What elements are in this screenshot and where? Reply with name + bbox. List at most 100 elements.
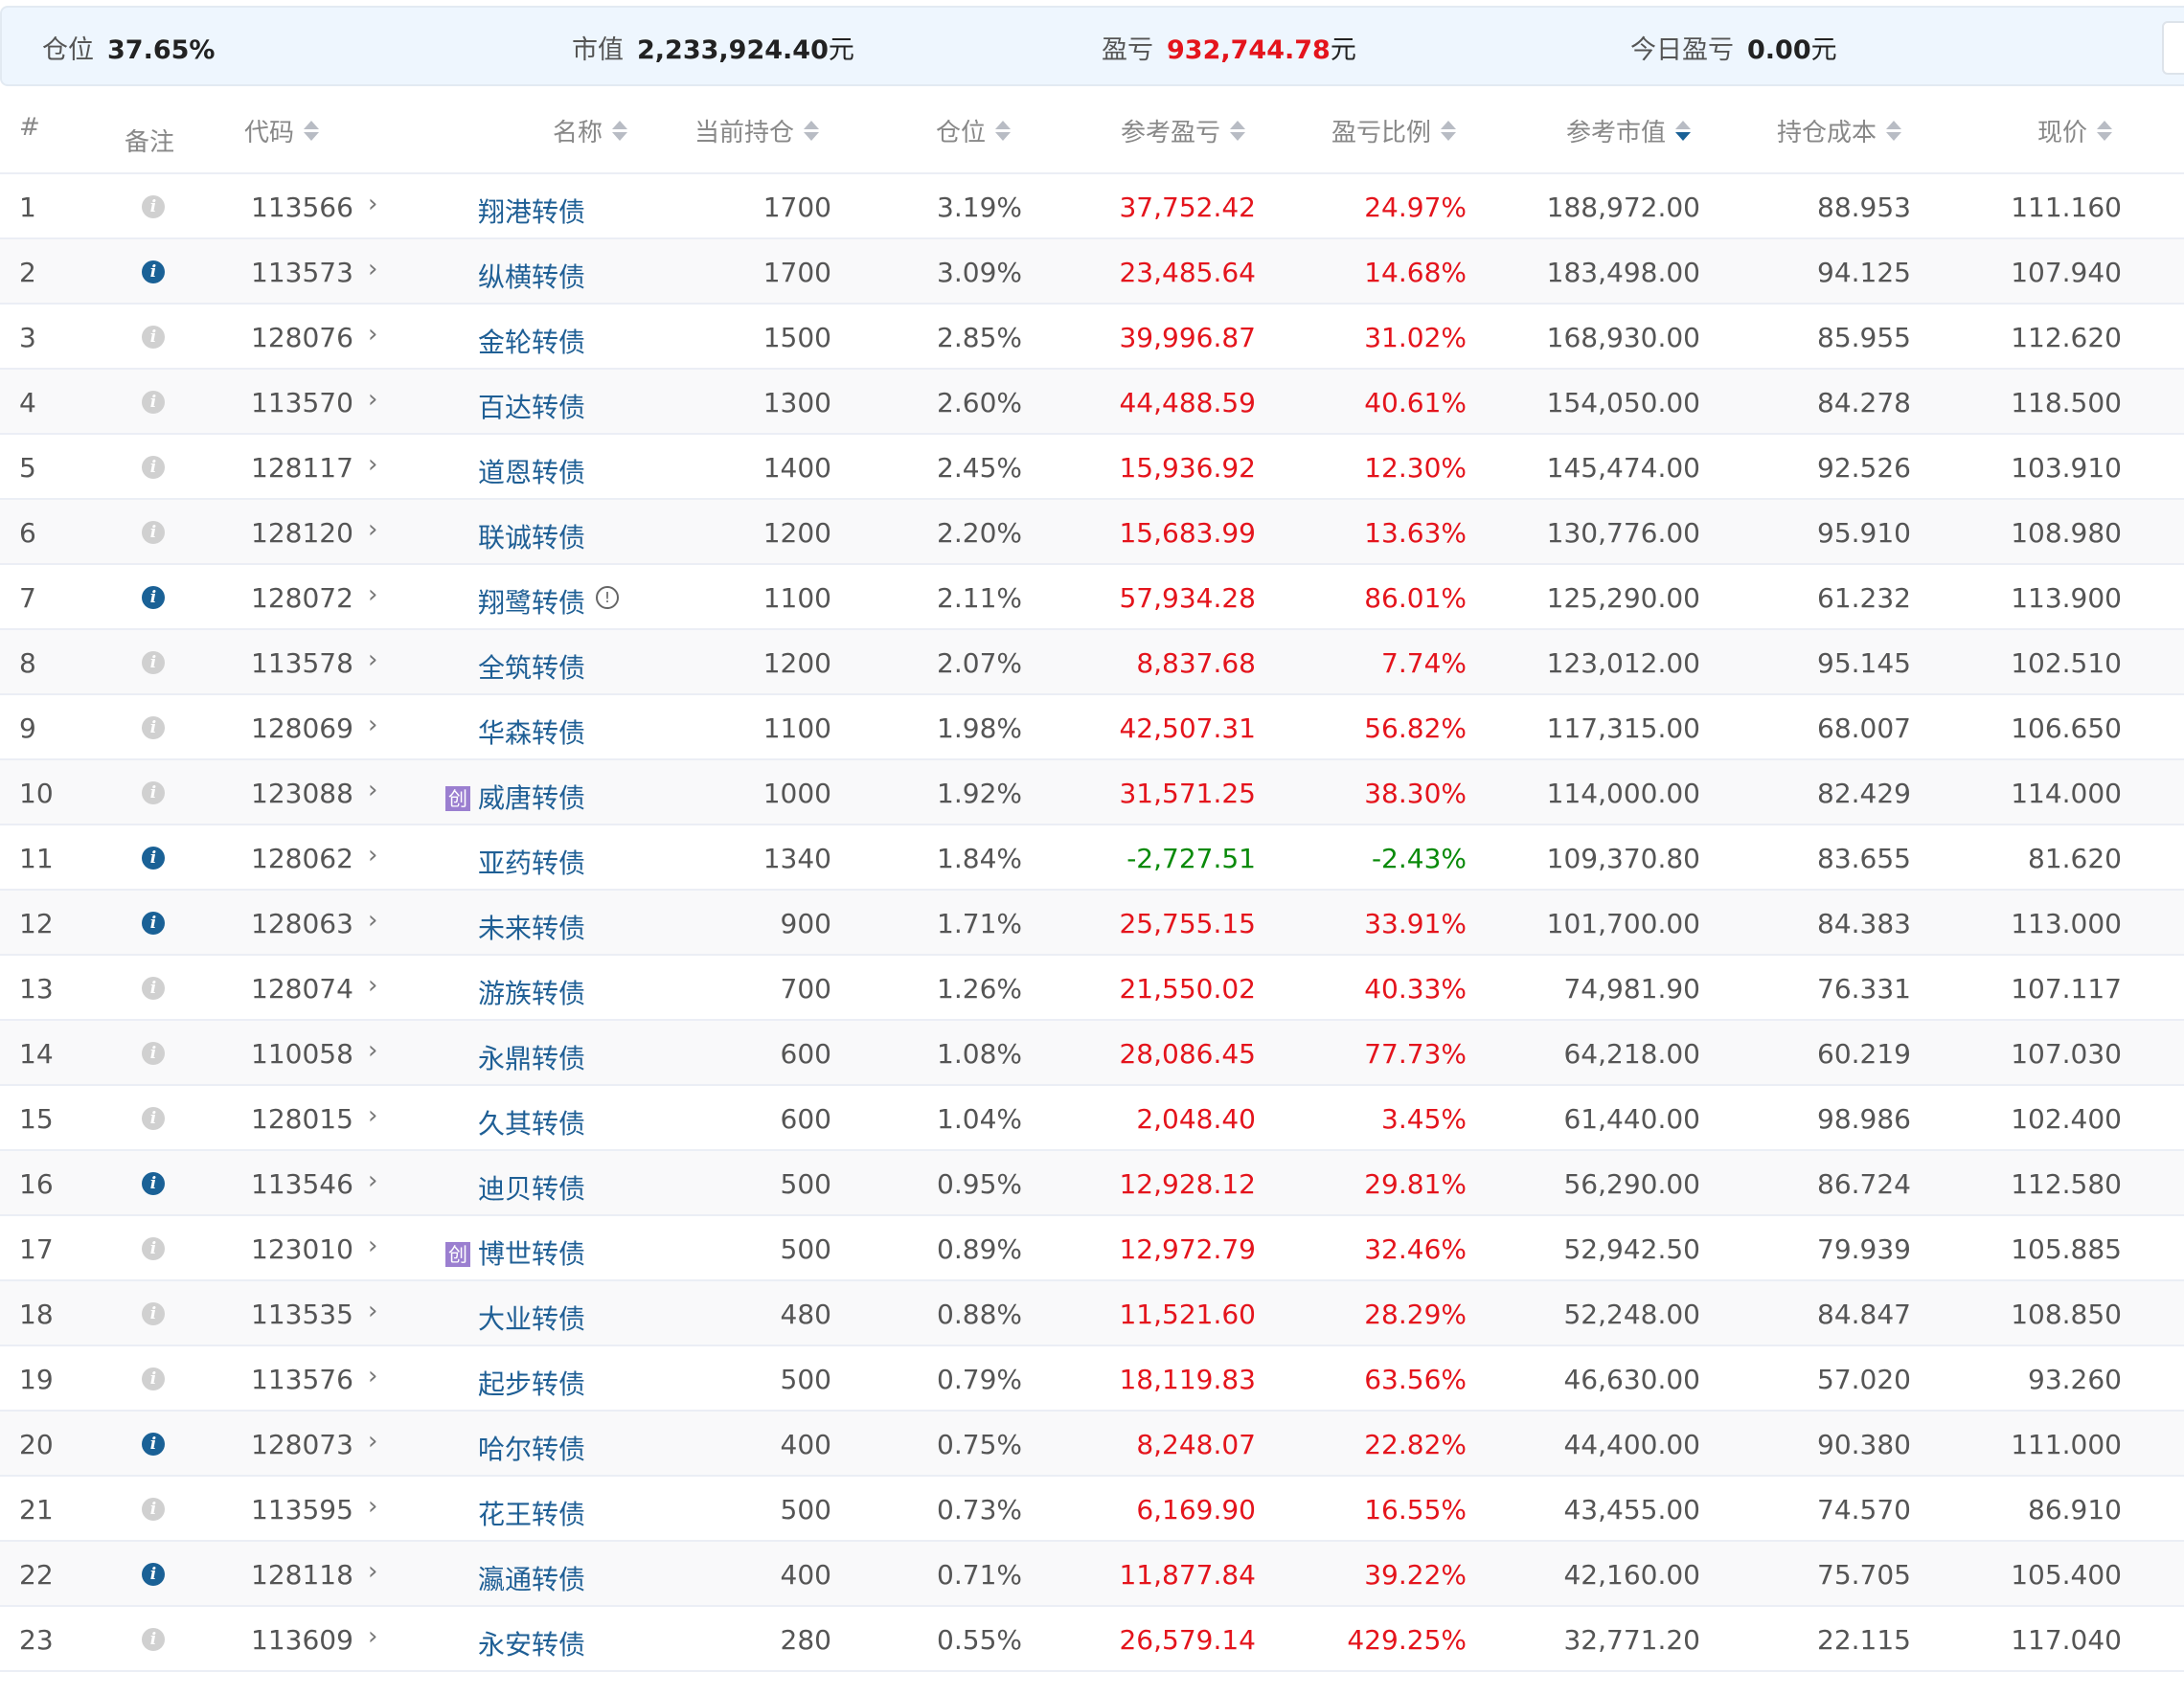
bond-name-link[interactable]: 道恩转债 bbox=[477, 457, 585, 488]
sort-icon[interactable] bbox=[304, 121, 320, 141]
table-row[interactable]: 23 i 113609 › 永安转债 280 0.55% 26,579.14 429.25% 32… bbox=[0, 1607, 2184, 1672]
table-row[interactable]: 12 i 128063 › 未来转债 900 1.71% 25,755.15 33.91% 101… bbox=[0, 891, 2184, 956]
bond-name-link[interactable]: 起步转债 bbox=[477, 1368, 585, 1400]
table-row[interactable]: 22 i 128118 › 瀛通转债 400 0.71% 11,877.84 39.22% 42,… bbox=[0, 1542, 2184, 1607]
sort-icon[interactable] bbox=[2097, 121, 2112, 141]
note-info-icon[interactable]: i bbox=[142, 326, 165, 349]
bond-name-link[interactable]: 威唐转债 bbox=[477, 782, 585, 814]
chevron-right-icon[interactable]: › bbox=[368, 906, 378, 935]
bond-name-link[interactable]: 瀛通转债 bbox=[477, 1564, 585, 1595]
warning-icon[interactable]: ! bbox=[596, 586, 619, 609]
table-row[interactable]: 3 i 128076 › 金轮转债 1500 2.85% 39,996.87 31.02% 168… bbox=[0, 305, 2184, 370]
bond-name-link[interactable]: 博世转债 bbox=[477, 1238, 585, 1270]
bond-name-link[interactable]: 永安转债 bbox=[477, 1629, 585, 1661]
column-header[interactable]: 盈亏比例 bbox=[1331, 113, 1456, 148]
bond-name-link[interactable]: 百达转债 bbox=[477, 392, 585, 423]
table-row[interactable]: 14 i 110058 › 永鼎转债 600 1.08% 28,086.45 77.73% 64,… bbox=[0, 1021, 2184, 1086]
note-info-icon[interactable]: i bbox=[142, 912, 165, 935]
table-row[interactable]: 17 i 123010 › 创博世转债 500 0.89% 12,972.79 32.46% 52… bbox=[0, 1216, 2184, 1281]
note-info-icon[interactable]: i bbox=[142, 1498, 165, 1521]
table-row[interactable]: 19 i 113576 › 起步转债 500 0.79% 18,119.83 63.56% 46,… bbox=[0, 1346, 2184, 1412]
note-info-icon[interactable]: i bbox=[142, 260, 165, 283]
note-info-icon[interactable]: i bbox=[142, 1237, 165, 1260]
bond-name-link[interactable]: 纵横转债 bbox=[477, 261, 585, 293]
table-row[interactable]: 15 i 128015 › 久其转债 600 1.04% 2,048.40 3.45% 61,44… bbox=[0, 1086, 2184, 1151]
note-info-icon[interactable]: i bbox=[142, 1107, 165, 1130]
note-info-icon[interactable]: i bbox=[142, 456, 165, 479]
sort-icon[interactable] bbox=[995, 121, 1011, 141]
chevron-right-icon[interactable]: › bbox=[368, 1362, 378, 1390]
note-info-icon[interactable]: i bbox=[142, 847, 165, 870]
chevron-right-icon[interactable]: › bbox=[368, 645, 378, 674]
column-header[interactable]: 持仓成本 bbox=[1777, 113, 1901, 148]
bond-name-link[interactable]: 未来转债 bbox=[477, 913, 585, 944]
bond-name-link[interactable]: 翔港转债 bbox=[477, 196, 585, 228]
bond-name-link[interactable]: 迪贝转债 bbox=[477, 1173, 585, 1205]
note-info-icon[interactable]: i bbox=[142, 586, 165, 609]
table-row[interactable]: 4 i 113570 › 百达转债 1300 2.60% 44,488.59 40.61% 154… bbox=[0, 370, 2184, 435]
column-header[interactable]: 参考市值 bbox=[1566, 113, 1691, 148]
chevron-right-icon[interactable]: › bbox=[368, 971, 378, 1000]
table-row[interactable]: 8 i 113578 › 全筑转债 1200 2.07% 8,837.68 7.74% 123,0… bbox=[0, 630, 2184, 695]
note-info-icon[interactable]: i bbox=[142, 1433, 165, 1456]
note-info-icon[interactable]: i bbox=[142, 1042, 165, 1065]
sort-icon[interactable] bbox=[612, 121, 627, 141]
table-row[interactable]: 9 i 128069 › 华森转债 1100 1.98% 42,507.31 56.82% 117… bbox=[0, 695, 2184, 760]
note-info-icon[interactable]: i bbox=[142, 195, 165, 218]
sort-icon[interactable] bbox=[1441, 121, 1456, 141]
chevron-right-icon[interactable]: › bbox=[368, 385, 378, 414]
chevron-right-icon[interactable]: › bbox=[368, 1036, 378, 1065]
table-row[interactable]: 6 i 128120 › 联诚转债 1200 2.20% 15,683.99 13.63% 130… bbox=[0, 500, 2184, 565]
chevron-right-icon[interactable]: › bbox=[368, 1101, 378, 1130]
table-row[interactable]: 10 i 123088 › 创威唐转债 1000 1.92% 31,571.25 38.30% 1… bbox=[0, 760, 2184, 825]
table-row[interactable]: 16 i 113546 › 迪贝转债 500 0.95% 12,928.12 29.81% 56,… bbox=[0, 1151, 2184, 1216]
note-info-icon[interactable]: i bbox=[142, 781, 165, 804]
chevron-right-icon[interactable]: › bbox=[368, 515, 378, 544]
summary-action-button[interactable] bbox=[2162, 21, 2184, 75]
chevron-right-icon[interactable]: › bbox=[368, 1557, 378, 1586]
note-info-icon[interactable]: i bbox=[142, 391, 165, 414]
table-row[interactable]: 1 i 113566 › 翔港转债 1700 3.19% 37,752.42 24.97% 188… bbox=[0, 174, 2184, 239]
bond-name-link[interactable]: 联诚转债 bbox=[477, 522, 585, 554]
table-row[interactable]: 18 i 113535 › 大业转债 480 0.88% 11,521.60 28.29% 52,… bbox=[0, 1281, 2184, 1346]
chevron-right-icon[interactable]: › bbox=[368, 841, 378, 870]
column-header[interactable]: 名称 bbox=[553, 113, 627, 148]
chevron-right-icon[interactable]: › bbox=[368, 776, 378, 804]
table-row[interactable]: 2 i 113573 › 纵横转债 1700 3.09% 23,485.64 14.68% 183… bbox=[0, 239, 2184, 305]
sort-icon[interactable] bbox=[1675, 121, 1691, 141]
bond-name-link[interactable]: 大业转债 bbox=[477, 1303, 585, 1335]
bond-name-link[interactable]: 金轮转债 bbox=[477, 327, 585, 358]
note-info-icon[interactable]: i bbox=[142, 521, 165, 544]
chevron-right-icon[interactable]: › bbox=[368, 711, 378, 739]
table-row[interactable]: 5 i 128117 › 道恩转债 1400 2.45% 15,936.92 12.30% 145… bbox=[0, 435, 2184, 500]
table-row[interactable]: 13 i 128074 › 游族转债 700 1.26% 21,550.02 40.33% 74,… bbox=[0, 956, 2184, 1021]
sort-icon[interactable] bbox=[1230, 121, 1245, 141]
column-header[interactable]: 现价 bbox=[2037, 113, 2112, 148]
chevron-right-icon[interactable]: › bbox=[368, 1232, 378, 1260]
bond-name-link[interactable]: 游族转债 bbox=[477, 978, 585, 1009]
bond-name-link[interactable]: 久其转债 bbox=[477, 1108, 585, 1140]
note-info-icon[interactable]: i bbox=[142, 651, 165, 674]
note-info-icon[interactable]: i bbox=[142, 716, 165, 739]
bond-name-link[interactable]: 亚药转债 bbox=[477, 848, 585, 879]
note-info-icon[interactable]: i bbox=[142, 1563, 165, 1586]
bond-name-link[interactable]: 哈尔转债 bbox=[477, 1434, 585, 1465]
bond-name-link[interactable]: 花王转债 bbox=[477, 1499, 585, 1530]
chevron-right-icon[interactable]: › bbox=[368, 255, 378, 283]
chevron-right-icon[interactable]: › bbox=[368, 190, 378, 218]
bond-name-link[interactable]: 华森转债 bbox=[477, 717, 585, 749]
sort-icon[interactable] bbox=[1886, 121, 1901, 141]
bond-name-link[interactable]: 全筑转债 bbox=[477, 652, 585, 684]
table-row[interactable]: 7 i 128072 › 翔鹭转债! 1100 2.11% 57,934.28 86.01% 12… bbox=[0, 565, 2184, 630]
column-header[interactable]: 仓位 bbox=[936, 113, 1011, 148]
column-header[interactable]: 代码 bbox=[244, 113, 320, 148]
note-info-icon[interactable]: i bbox=[142, 1367, 165, 1390]
bond-name-link[interactable]: 永鼎转债 bbox=[477, 1043, 585, 1074]
chevron-right-icon[interactable]: › bbox=[368, 320, 378, 349]
note-info-icon[interactable]: i bbox=[142, 977, 165, 1000]
chevron-right-icon[interactable]: › bbox=[368, 450, 378, 479]
chevron-right-icon[interactable]: › bbox=[368, 1492, 378, 1521]
chevron-right-icon[interactable]: › bbox=[368, 1427, 378, 1456]
table-row[interactable]: 20 i 128073 › 哈尔转债 400 0.75% 8,248.07 22.82% 44,4… bbox=[0, 1412, 2184, 1477]
chevron-right-icon[interactable]: › bbox=[368, 580, 378, 609]
